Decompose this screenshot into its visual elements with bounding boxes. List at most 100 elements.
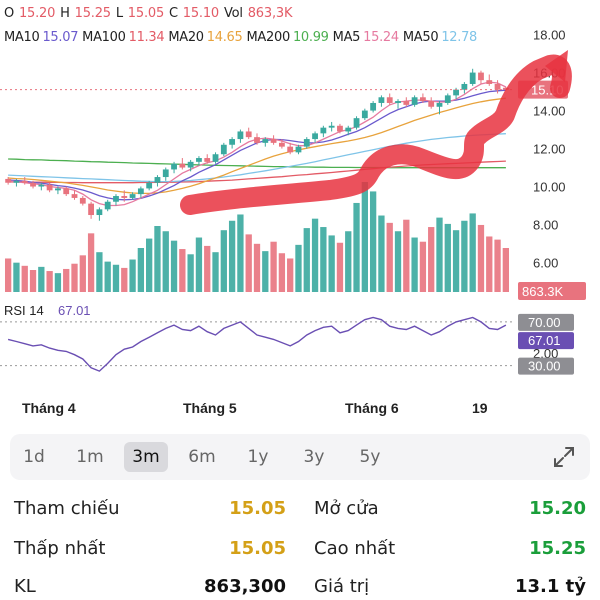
period-3y[interactable]: 3y xyxy=(303,447,325,467)
volume-bar xyxy=(386,222,393,292)
candle-body xyxy=(55,188,61,191)
volume-bar xyxy=(212,252,219,292)
stat-low: Thấp nhất 15.05 xyxy=(14,530,286,568)
candle-body xyxy=(345,127,352,132)
ma-legend-label: MA100 xyxy=(82,30,126,45)
rsi-70-tag xyxy=(518,313,574,331)
volume-bar xyxy=(336,242,344,292)
volume-bar xyxy=(295,244,302,292)
period-1m[interactable]: 1m xyxy=(76,447,104,467)
volume-bar xyxy=(195,237,203,292)
expand-icon[interactable] xyxy=(552,445,576,469)
volume-bar xyxy=(486,236,493,292)
low-price-value: 15.05 xyxy=(229,538,286,559)
price-chart[interactable]: 18.00 16.00 14.00 12.00 10.00 8.00 6.00 15.10 86… xyxy=(0,0,600,430)
candle-body xyxy=(312,133,318,140)
candle-body xyxy=(370,102,377,111)
rsi-value-tag-text: 67.01 xyxy=(528,333,561,348)
candle-body xyxy=(337,125,343,132)
candle-body xyxy=(212,154,219,162)
candle-body xyxy=(478,72,484,81)
candle-body xyxy=(295,146,302,153)
candle-body xyxy=(237,131,244,140)
candle-body xyxy=(38,184,45,187)
candle-body xyxy=(21,180,28,183)
stat-high: Cao nhất 15.25 xyxy=(314,530,586,568)
ma-legend-label: MA200 xyxy=(246,30,291,45)
volume-bar xyxy=(444,223,451,292)
volume-label: Vol xyxy=(223,6,243,21)
chart-canvas[interactable]: 18.0016.0014.0012.0010.008.006.0015.1086… xyxy=(0,0,600,430)
ma-legend-label: MA20 xyxy=(168,30,204,45)
volume-bar xyxy=(270,241,277,292)
period-1y[interactable]: 1y xyxy=(247,447,269,467)
ohlc-legend: O 15.20 H 15.25 L 15.05 C 15.10 Vol 863,… xyxy=(4,6,293,21)
volume-bar xyxy=(262,251,269,292)
volume-bar xyxy=(369,191,377,292)
price-tick-label: 12.00 xyxy=(533,142,566,157)
x-axis-label: Tháng 6 xyxy=(345,400,399,416)
traded-value-label: Giá trị xyxy=(314,576,370,597)
volume-bar xyxy=(311,218,319,292)
period-1d[interactable]: 1d xyxy=(23,447,45,467)
candle-body xyxy=(71,194,78,198)
period-5y[interactable]: 5y xyxy=(359,447,381,467)
close-value: 15.10 xyxy=(182,6,219,21)
candle-body xyxy=(328,125,335,128)
candle-body xyxy=(494,83,501,90)
volume-bar xyxy=(121,267,128,292)
ma-legend-value: 15.24 xyxy=(363,30,399,45)
price-tick-label: 14.00 xyxy=(533,104,566,119)
candle-body xyxy=(96,209,103,216)
candle-body xyxy=(121,196,128,198)
ma-legend-label: MA50 xyxy=(402,30,439,45)
candle-body xyxy=(436,102,443,107)
volume-bar xyxy=(278,253,286,292)
volume-bar xyxy=(104,261,111,292)
candle-body xyxy=(270,139,277,143)
candle-body xyxy=(229,139,236,145)
volume-bar xyxy=(29,270,37,292)
price-tick-label: 8.00 xyxy=(533,218,558,233)
volume-bar xyxy=(361,182,368,292)
high-price-value: 15.25 xyxy=(529,538,586,559)
period-6m[interactable]: 6m xyxy=(188,447,216,467)
volume-bar xyxy=(54,273,62,292)
volume-bar xyxy=(394,231,402,292)
x-axis-label: Tháng 4 xyxy=(22,400,76,416)
volume-bar xyxy=(46,271,53,292)
volume-bar xyxy=(4,258,12,292)
high-price-label: Cao nhất xyxy=(314,538,396,559)
price-tick-label: 6.00 xyxy=(533,256,558,271)
volume-bar xyxy=(353,202,360,292)
candle-body xyxy=(13,180,20,183)
period-3m[interactable]: 3m xyxy=(124,442,168,472)
ma50-line xyxy=(8,133,506,183)
open-price-label: Mở cửa xyxy=(314,498,379,519)
volume-bar xyxy=(452,230,460,292)
low-value: 15.05 xyxy=(127,6,165,21)
low-price-label: Thấp nhất xyxy=(14,538,106,559)
volume-bar xyxy=(228,220,236,292)
ma-legend: MA10 15.07 MA100 11.34 MA20 14.65 MA200 10.99 MA… xyxy=(4,30,481,45)
volume-bar xyxy=(137,248,145,292)
candle-body xyxy=(220,144,227,155)
volume-bar xyxy=(494,239,501,292)
candle-body xyxy=(5,178,12,183)
low-label: L xyxy=(115,6,123,21)
rsi-30-tag-text: 30.00 xyxy=(528,359,561,374)
close-label: C xyxy=(168,6,178,21)
candle-body xyxy=(262,139,269,143)
reference-label: Tham chiếu xyxy=(14,498,120,519)
volume-stat-label: KL xyxy=(14,576,36,597)
reference-value: 15.05 xyxy=(229,498,286,519)
candle-body xyxy=(411,97,418,105)
open-price-value: 15.20 xyxy=(529,498,586,519)
candle-body xyxy=(79,197,86,204)
volume-bar xyxy=(13,262,20,292)
candle-body xyxy=(353,118,360,128)
candle-body xyxy=(245,131,252,138)
stat-volume: KL 863,300 xyxy=(14,568,286,600)
candle-body xyxy=(196,158,202,162)
candle-body xyxy=(46,184,53,191)
